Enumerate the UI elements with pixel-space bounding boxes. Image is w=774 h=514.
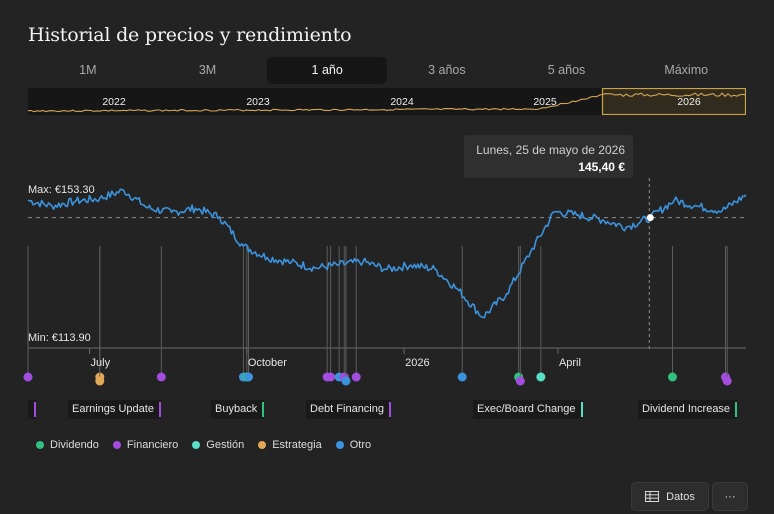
x-tick-label-2026: 2026: [405, 357, 429, 369]
tooltip-value: 145,40 €: [578, 160, 625, 174]
tab-1m[interactable]: 1M: [79, 63, 97, 77]
event-marker-13: [457, 372, 467, 382]
x-tick-label-april: April: [559, 357, 581, 369]
data-button[interactable]: Datos: [631, 482, 709, 511]
event-marker-6: [244, 372, 254, 382]
event-marker-15: [515, 376, 525, 386]
price-line: [27, 188, 747, 319]
event-marker-3: [156, 372, 166, 382]
navigator-window: [601, 88, 746, 115]
event-label-dividend-increase[interactable]: Dividend Increase: [638, 400, 738, 419]
chart-title: Historial de precios y rendimiento: [28, 24, 352, 46]
table-icon: [645, 491, 660, 502]
tab-3m[interactable]: 3M: [198, 63, 217, 77]
event-marker-16: [536, 372, 546, 382]
navigator-year-2026: 2026: [677, 96, 701, 108]
legend-otro[interactable]: Otro: [335, 439, 371, 451]
legend-dot: [335, 441, 344, 449]
x-tick-label-october: October: [248, 357, 287, 369]
legend-dot: [258, 441, 267, 449]
navigator-year-2025: 2025: [533, 96, 557, 108]
event-label-earnings-update[interactable]: Earnings Update: [68, 400, 162, 419]
legend-financiero[interactable]: Financiero: [112, 439, 178, 451]
legend-dot: [192, 441, 201, 449]
legend-dividendo[interactable]: Dividendo: [36, 439, 99, 451]
event-label-0[interactable]: [28, 400, 36, 419]
crosshair-point: [646, 214, 654, 222]
event-label-buyback[interactable]: Buyback: [211, 400, 265, 419]
tab-max[interactable]: Máximo: [664, 63, 709, 77]
event-marker-2: [95, 376, 105, 386]
x-tick-label-july: July: [91, 357, 111, 369]
navigator-svg: 2022 2023 2024 2025 2026: [28, 88, 746, 115]
range-navigator[interactable]: 2022 2023 2024 2025 2026: [28, 88, 746, 115]
legend-estrategia[interactable]: Estrategia: [258, 439, 322, 451]
event-legend: Dividendo Financiero Gestión Estrategia …: [36, 439, 371, 451]
price-tooltip: Lunes, 25 de mayo de 2026 145,40 €: [464, 135, 633, 178]
navigator-line: [28, 92, 746, 113]
tooltip-date: Lunes, 25 de mayo de 2026: [476, 143, 625, 157]
price-chart: Max: €153.30 Min: €113.90 July October 2026 A…: [23, 178, 747, 386]
navigator-year-2022: 2022: [102, 96, 126, 108]
tab-5-years[interactable]: 5 años: [547, 63, 586, 77]
event-marker-12: [351, 372, 361, 382]
event-label-exec-board-change[interactable]: Exec/Board Change: [473, 400, 583, 419]
event-label-debt-financing[interactable]: Debt Financing: [306, 400, 392, 419]
more-options-button[interactable]: ···: [712, 482, 748, 511]
range-tabs: 1M 3M 1 año 3 años 5 años Máximo: [28, 57, 746, 84]
legend-gestion[interactable]: Gestión: [192, 439, 244, 451]
event-marker-8: [326, 372, 336, 382]
event-marker-19: [722, 376, 732, 386]
event-marker-11: [341, 376, 351, 386]
min-label: Min: €113.90: [28, 332, 91, 344]
legend-dot: [36, 441, 44, 449]
event-marker-0: [23, 372, 33, 382]
event-marker-17: [667, 372, 677, 382]
max-label: Max: €153.30: [28, 184, 95, 196]
legend-dot: [112, 441, 121, 449]
tab-1-year[interactable]: 1 año: [267, 57, 388, 84]
navigator-year-2024: 2024: [390, 96, 414, 108]
tab-3-years[interactable]: 3 años: [428, 63, 466, 77]
navigator-year-2023: 2023: [246, 96, 270, 108]
